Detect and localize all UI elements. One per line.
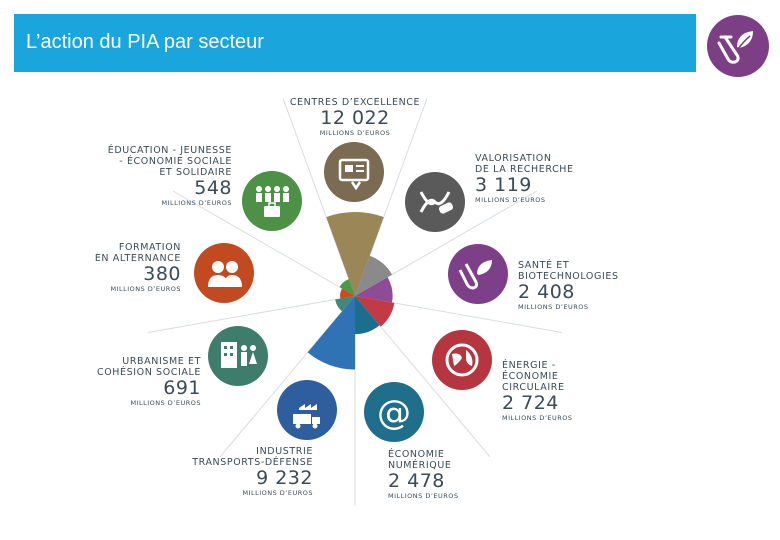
at-sign-icon: @ bbox=[364, 382, 424, 442]
sector-unit: MILLIONS D’EUROS bbox=[388, 492, 459, 500]
pie-slice bbox=[339, 279, 355, 296]
sector-unit: MILLIONS D’EUROS bbox=[518, 303, 589, 311]
sector-transports: INDUSTRIE TRANSPORTS-DÉFENSE 9 232 MILLI… bbox=[173, 446, 313, 498]
people-icon bbox=[194, 243, 254, 303]
sector-label: DE LA RECHERCHE bbox=[475, 164, 574, 175]
radial-divider bbox=[148, 295, 356, 333]
pie-slice bbox=[326, 212, 384, 296]
sector-label: NUMÉRIQUE bbox=[388, 460, 452, 471]
pie-slice bbox=[355, 255, 393, 296]
sector-unit: MILLIONS D’EUROS bbox=[319, 129, 391, 137]
sector-label: COHÉSION SOCIALE bbox=[96, 367, 201, 378]
radial-divider bbox=[354, 190, 538, 297]
sector-unit: MILLIONS D’EUROS bbox=[161, 199, 232, 207]
svg-text:@: @ bbox=[377, 393, 411, 433]
sector-unit: MILLIONS D’EUROS bbox=[130, 399, 201, 407]
sector-label: BIOTECHNOLOGIES bbox=[518, 271, 619, 282]
sector-value: 691 bbox=[163, 377, 201, 399]
sector-education: ÉDUCATION - JEUNESSE - ÉCONOMIE SOCIALE … bbox=[90, 145, 232, 208]
sector-label: ÉDUCATION - JEUNESSE bbox=[107, 145, 232, 156]
sector-label: EN ALTERNANCE bbox=[94, 253, 181, 264]
sector-label: TRANSPORTS-DÉFENSE bbox=[192, 457, 313, 468]
sector-value: 12 022 bbox=[320, 107, 390, 129]
title-bar: L’action du PIA par secteur bbox=[14, 14, 696, 72]
sector-value: 380 bbox=[143, 263, 181, 285]
sector-urbanisme: URBANISME ET COHÉSION SOCIALE 691 MILLIO… bbox=[80, 356, 201, 408]
certificate-icon bbox=[324, 142, 384, 202]
sector-value: 2 724 bbox=[502, 392, 559, 414]
leaf-test-tube-icon bbox=[448, 244, 508, 304]
radial-divider bbox=[172, 190, 356, 297]
sector-label: ÉCONOMIE bbox=[388, 449, 445, 460]
sector-unit: MILLIONS D’EUROS bbox=[110, 285, 181, 293]
dna-icon bbox=[405, 172, 465, 232]
sector-numerique: ÉCONOMIE NUMÉRIQUE 2 478 MILLIONS D’EURO… bbox=[388, 449, 518, 501]
logo-glyph bbox=[717, 31, 753, 64]
pie-slices bbox=[307, 212, 395, 370]
sector-label: CIRCULAIRE bbox=[502, 382, 565, 393]
sector-unit: MILLIONS D’EUROS bbox=[475, 196, 546, 204]
sector-centres: CENTRES D’EXCELLENCE 12 022 MILLIONS D’E… bbox=[270, 97, 440, 138]
sector-unit: MILLIONS D’EUROS bbox=[242, 489, 313, 497]
leaf-test-tube-icon bbox=[707, 15, 769, 77]
sector-label: VALORISATION bbox=[475, 153, 552, 164]
sector-unit: MILLIONS D’EUROS bbox=[502, 414, 573, 422]
sector-label: ÉCONOMIE bbox=[502, 371, 559, 382]
globe-icon bbox=[432, 330, 492, 390]
sector-label: ÉNERGIE - bbox=[502, 360, 556, 371]
sector-value: 3 119 bbox=[475, 174, 532, 196]
sector-label: SANTÉ ET bbox=[518, 260, 570, 271]
pie-slice bbox=[307, 296, 355, 370]
sector-label: - ÉCONOMIE SOCIALE bbox=[119, 156, 232, 167]
sector-sante: SANTÉ ET BIOTECHNOLOGIES 2 408 MILLIONS … bbox=[518, 260, 648, 312]
crowd-icon bbox=[242, 171, 302, 231]
pie-slice bbox=[355, 296, 380, 335]
sector-value: 9 232 bbox=[256, 467, 313, 489]
sector-label: FORMATION bbox=[118, 242, 181, 253]
pie-slice bbox=[355, 296, 395, 327]
sector-valorisation: VALORISATION DE LA RECHERCHE 3 119 MILLI… bbox=[475, 153, 605, 205]
sector-value: 2 478 bbox=[388, 470, 445, 492]
sector-label: INDUSTRIE bbox=[256, 446, 313, 457]
sector-energie: ÉNERGIE - ÉCONOMIE CIRCULAIRE 2 724 MILL… bbox=[502, 360, 632, 423]
pie-slice bbox=[355, 277, 393, 303]
sector-label: CENTRES D’EXCELLENCE bbox=[289, 97, 421, 108]
sector-label: URBANISME ET bbox=[122, 356, 201, 367]
page-title: L’action du PIA par secteur bbox=[26, 31, 264, 53]
factory-truck-icon bbox=[277, 380, 337, 440]
pie-slice bbox=[335, 296, 355, 312]
sector-formation: FORMATION EN ALTERNANCE 380 MILLIONS D’E… bbox=[80, 242, 181, 294]
sector-value: 548 bbox=[194, 177, 232, 199]
building-family-icon bbox=[208, 326, 268, 386]
pie-slice bbox=[340, 288, 355, 299]
sector-label: ET SOLIDAIRE bbox=[159, 167, 232, 178]
sector-value: 2 408 bbox=[518, 281, 575, 303]
